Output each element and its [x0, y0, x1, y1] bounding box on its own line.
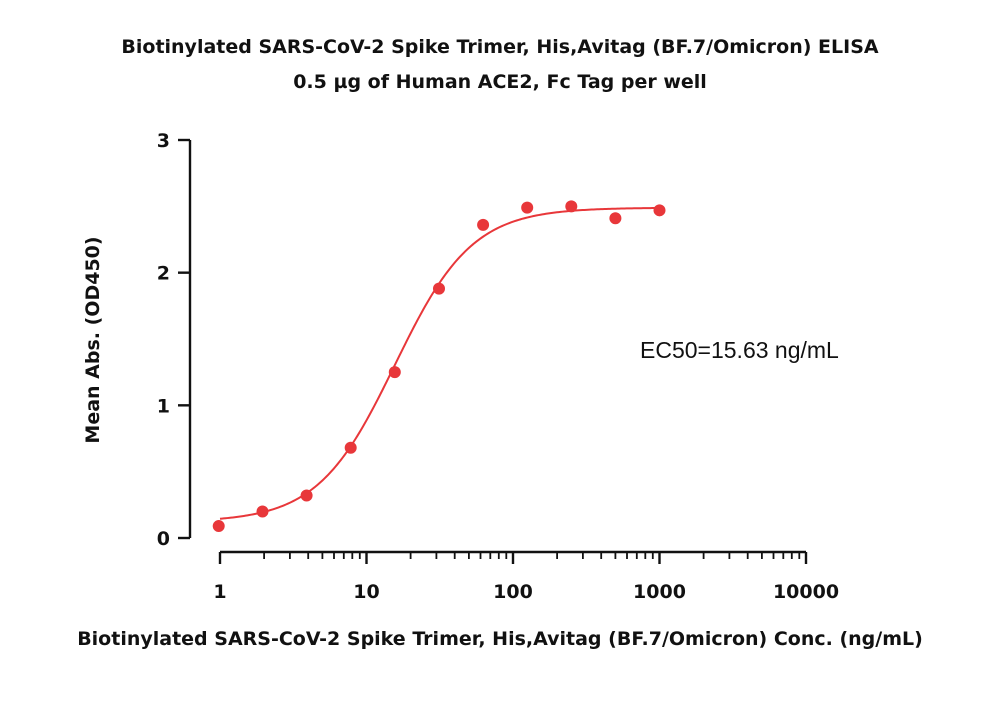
- y-axis-ticks: 0 1 2 3: [157, 130, 190, 550]
- fit-curve-group: [219, 206, 660, 520]
- y-tick-label: 3: [157, 130, 170, 152]
- x-tick-label: 1: [213, 581, 226, 603]
- x-tick-label: 10: [353, 581, 379, 603]
- chart-subtitle: 0.5 µg of Human ACE2, Fc Tag per well: [293, 71, 707, 93]
- ec50-annotation: EC50=15.63 ng/mL: [640, 337, 839, 363]
- x-tick-label: 100: [493, 581, 533, 603]
- data-point: [653, 204, 666, 217]
- data-point: [432, 282, 445, 295]
- y-tick-label: 1: [157, 395, 170, 417]
- data-point: [388, 366, 401, 379]
- data-point: [256, 505, 269, 518]
- x-axis-title: Biotinylated SARS-CoV-2 Spike Trimer, Hi…: [77, 628, 923, 650]
- data-point: [609, 212, 622, 225]
- data-point: [521, 201, 534, 214]
- data-point: [477, 218, 490, 231]
- data-point: [344, 441, 357, 454]
- x-tick-label: 10000: [773, 581, 839, 603]
- data-point: [565, 200, 578, 213]
- data-point: [212, 520, 225, 533]
- x-axis-ticks: 1 10 100 1000 10000: [213, 552, 839, 603]
- data-point: [300, 489, 313, 502]
- y-tick-label: 2: [157, 263, 170, 285]
- data-points: [212, 200, 666, 533]
- y-tick-label: 0: [157, 528, 170, 550]
- fit-curve: [219, 206, 660, 520]
- y-axis-title: Mean Abs. (OD450): [82, 236, 104, 443]
- x-tick-label: 1000: [633, 581, 686, 603]
- chart-title: Biotinylated SARS-CoV-2 Spike Trimer, Hi…: [121, 36, 879, 58]
